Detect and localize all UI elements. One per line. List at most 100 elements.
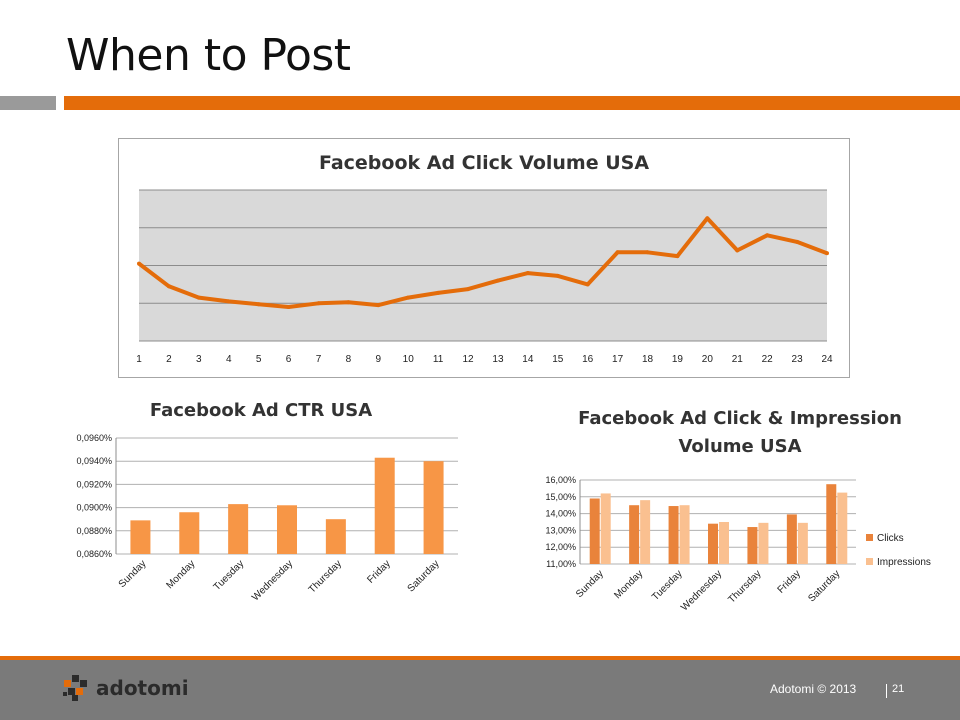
- slide-title: When to Post: [66, 30, 351, 81]
- x-tick-label: 9: [376, 354, 382, 365]
- chart-title: Facebook Ad CTR USA: [150, 400, 372, 421]
- x-tick-label: Tuesday: [650, 568, 685, 603]
- x-tick-label: 17: [612, 354, 624, 365]
- x-tick-label: Saturday: [406, 558, 442, 594]
- y-tick-label: 11,00%: [546, 559, 576, 569]
- bar: [228, 504, 249, 554]
- data-point: [585, 282, 590, 287]
- x-tick-label: 16: [582, 354, 594, 365]
- bar-clicks: [629, 505, 640, 564]
- bar-clicks: [708, 523, 718, 564]
- bar-clicks: [826, 484, 837, 564]
- x-tick-label: 6: [286, 354, 292, 365]
- y-tick-label: 0,0880%: [76, 526, 112, 536]
- y-tick-label: 16,00%: [545, 475, 576, 485]
- footer: adotomi Adotomi © 2013 21: [0, 656, 960, 720]
- x-tick-label: Friday: [365, 558, 392, 585]
- bar-impressions: [600, 493, 611, 564]
- data-point: [376, 303, 381, 308]
- bar-impressions: [797, 522, 808, 564]
- footer-copyright: Adotomi © 2013: [770, 682, 857, 696]
- x-tick-label: 4: [226, 354, 232, 365]
- footer-separator: [886, 684, 887, 698]
- x-tick-label: Wednesday: [250, 558, 295, 603]
- click-impression-bar-chart: Facebook Ad Click & Impression Volume USA…: [512, 398, 960, 648]
- chart-title: Facebook Ad Click Volume USA: [319, 152, 649, 174]
- bar: [277, 505, 297, 554]
- bar-impressions: [837, 492, 848, 564]
- data-point: [166, 284, 171, 289]
- x-tick-label: 8: [346, 354, 352, 365]
- data-point: [735, 248, 740, 253]
- y-tick-label: 14,00%: [545, 509, 576, 519]
- bar-clicks: [786, 514, 797, 564]
- logo: adotomi: [62, 674, 189, 702]
- y-tick-label: 0,0920%: [76, 479, 112, 489]
- y-tick-label: 0,0900%: [76, 503, 112, 513]
- bar: [325, 519, 346, 554]
- x-tick-label: 11: [433, 354, 444, 365]
- click-impression-svg: Facebook Ad Click & Impression Volume USA…: [545, 408, 931, 613]
- bar-clicks: [589, 498, 600, 564]
- data-point: [406, 295, 411, 300]
- x-tick-label: 18: [642, 354, 654, 365]
- data-point: [226, 299, 231, 304]
- data-point: [555, 273, 560, 278]
- chart-title-line: Facebook Ad Click & Impression: [578, 408, 902, 429]
- adotomi-cube-logo-icon: [63, 675, 87, 701]
- chart-title-line: Volume USA: [678, 436, 801, 457]
- data-point: [615, 250, 620, 255]
- data-point: [466, 287, 471, 292]
- x-tick-label: 1: [136, 354, 142, 365]
- legend-swatch-clicks: [866, 534, 873, 541]
- y-tick-label: 12,00%: [545, 542, 576, 552]
- x-tick-label: 3: [196, 354, 202, 365]
- bar-impressions: [679, 505, 690, 564]
- title-rule-orange: [64, 96, 960, 110]
- ctr-bar-chart: Facebook Ad CTR USA 0,0860% 0,0880% 0,0900%…: [36, 390, 476, 640]
- y-tick-label: 0,0860%: [76, 549, 112, 559]
- title-rule-grey: [0, 96, 56, 110]
- data-point: [495, 278, 500, 283]
- data-point: [675, 254, 680, 259]
- legend-label-impressions: Impressions: [877, 557, 931, 568]
- data-point: [346, 300, 351, 305]
- x-tick-label: 2: [166, 354, 172, 365]
- bar: [130, 520, 151, 554]
- click-volume-line-chart: Facebook Ad Click Volume USA 1 2 3 4 5 6 7 8 9 10 1…: [118, 138, 850, 378]
- bar: [179, 512, 200, 554]
- x-tick-label: 10: [403, 354, 415, 365]
- data-point: [316, 301, 321, 306]
- series-line-click-volume: [137, 216, 828, 309]
- data-point: [795, 239, 800, 244]
- x-tick-label: 21: [732, 354, 744, 365]
- logo-text: adotomi: [96, 676, 189, 700]
- x-tick-label: 24: [821, 354, 833, 365]
- bar-impressions: [719, 522, 729, 564]
- x-tick-label: 23: [792, 354, 804, 365]
- x-tick-label: Saturday: [806, 568, 842, 604]
- x-tick-label: 7: [316, 354, 322, 365]
- data-point: [645, 250, 650, 255]
- data-point: [705, 216, 710, 221]
- data-point: [825, 251, 829, 256]
- y-tick-label: 0,0940%: [76, 456, 112, 466]
- x-tick-label: 22: [762, 354, 774, 365]
- data-point: [525, 271, 530, 276]
- page-number: 21: [892, 683, 905, 695]
- y-tick-label: 13,00%: [545, 525, 576, 535]
- legend-swatch-impressions: [866, 558, 873, 565]
- x-tick-label: 19: [672, 354, 684, 365]
- ctr-svg: Facebook Ad CTR USA 0,0860% 0,0880% 0,0900%…: [76, 400, 458, 603]
- x-tick-label: 20: [702, 354, 714, 365]
- data-point: [286, 305, 291, 310]
- y-tick-label: 0,0960%: [76, 433, 112, 443]
- y-tick-label: 15,00%: [545, 492, 576, 502]
- bar-impressions: [640, 500, 651, 564]
- x-tick-label: Thursday: [307, 558, 344, 595]
- x-tick-label: 5: [256, 354, 262, 365]
- x-tick-label: 12: [462, 354, 474, 365]
- x-tick-label: Wednesday: [679, 568, 724, 613]
- bar: [423, 461, 444, 554]
